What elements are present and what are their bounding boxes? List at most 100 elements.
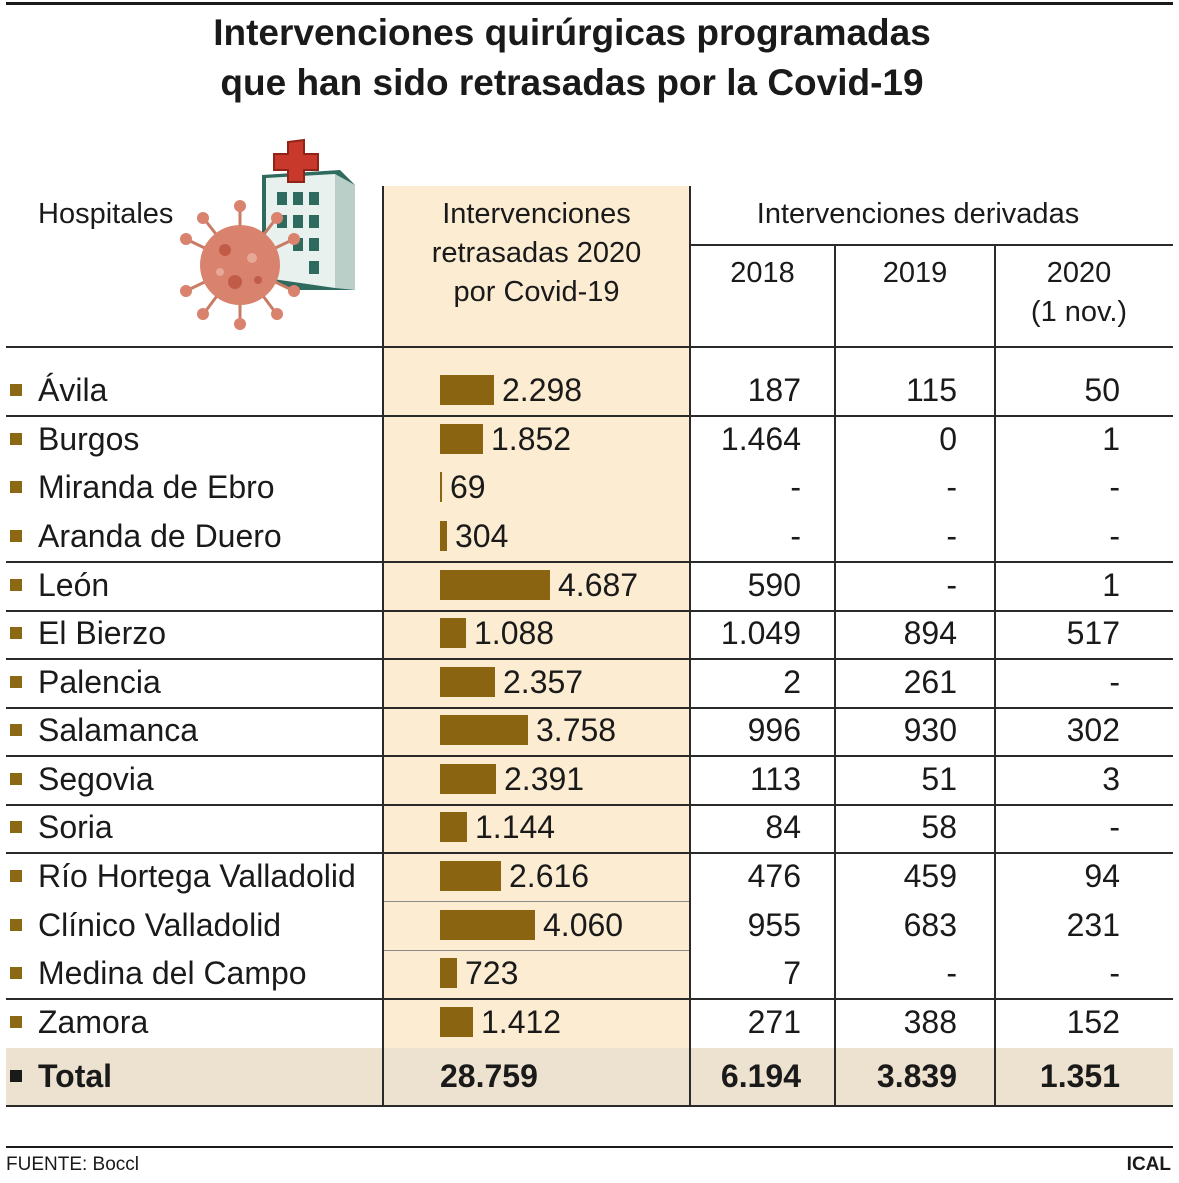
chart-title: Intervenciones quirúrgicas programadas q… bbox=[0, 8, 1144, 108]
header-hospitales: Hospitales bbox=[38, 198, 174, 230]
value-2020: - bbox=[1109, 469, 1120, 505]
square-bullet-icon bbox=[10, 579, 22, 591]
value-2020: - bbox=[1109, 955, 1120, 991]
divider-retrasadas-column bbox=[689, 186, 691, 1106]
square-bullet-icon bbox=[10, 676, 22, 688]
source-note: FUENTE: Boccl bbox=[6, 1154, 140, 1175]
bar-mark bbox=[440, 618, 466, 648]
header-retrasadas-line-3: por Covid-19 bbox=[453, 276, 620, 308]
bar-value-label: 1.412 bbox=[481, 1004, 562, 1040]
square-bullet-icon bbox=[10, 627, 22, 639]
value-2019: 683 bbox=[903, 907, 957, 943]
value-2019: 261 bbox=[903, 664, 957, 700]
value-2020: 3 bbox=[1102, 761, 1120, 797]
table-row: Segovia 2.391 113 51 3 bbox=[0, 755, 1179, 803]
square-bullet-icon bbox=[10, 481, 22, 493]
square-bullet-icon bbox=[10, 773, 22, 785]
title-line-2: que han sido retrasadas por la Covid-19 bbox=[220, 62, 924, 103]
top-rule bbox=[6, 2, 1173, 5]
virus-hospital-icon bbox=[180, 138, 355, 330]
row-separator bbox=[6, 415, 1173, 417]
divider-2019-column bbox=[994, 245, 996, 1106]
bar-mark bbox=[440, 521, 447, 551]
bar-mark bbox=[440, 1007, 473, 1037]
value-2019: 115 bbox=[905, 372, 957, 408]
row-separator-thin bbox=[384, 950, 689, 951]
total-row: Total 28.759 6.194 3.839 1.351 bbox=[0, 1052, 1179, 1100]
header-2019: 2019 bbox=[882, 257, 948, 289]
bar-value-label: 304 bbox=[455, 518, 509, 554]
value-2020: - bbox=[1109, 664, 1120, 700]
divider-hospital-column bbox=[382, 186, 384, 1106]
total-row-band bbox=[6, 1048, 1173, 1105]
bar-mark bbox=[440, 472, 442, 502]
bar-mark bbox=[440, 764, 496, 794]
bar-mark bbox=[440, 715, 528, 745]
title-line-1: Intervenciones quirúrgicas programadas bbox=[213, 12, 931, 53]
value-2020: 1 bbox=[1102, 421, 1120, 457]
bar-value-label: 1.088 bbox=[474, 615, 555, 651]
total-2019: 3.839 bbox=[876, 1058, 957, 1094]
header-bottom-rule bbox=[6, 346, 1173, 348]
bar-value-label: 2.391 bbox=[504, 761, 585, 797]
value-2019: 388 bbox=[903, 1004, 957, 1040]
row-separator bbox=[6, 804, 1173, 806]
row-separator bbox=[6, 610, 1173, 612]
bar-mark bbox=[440, 910, 535, 940]
table-bottom-rule bbox=[6, 1105, 1173, 1107]
bar-value-label: 1.852 bbox=[491, 421, 572, 457]
header-2020-line-2: (1 nov.) bbox=[1030, 296, 1128, 328]
header-2020-line-1: 2020 bbox=[1046, 257, 1112, 289]
table-row: El Bierzo 1.088 1.049 894 517 bbox=[0, 609, 1179, 657]
value-2020: 94 bbox=[1084, 858, 1120, 894]
value-2019: 894 bbox=[903, 615, 957, 651]
table-row: León 4.687 590 - 1 bbox=[0, 561, 1179, 609]
value-2018: 996 bbox=[747, 712, 801, 748]
hospital-name: Burgos bbox=[38, 421, 140, 457]
total-2018: 6.194 bbox=[720, 1058, 801, 1094]
value-2020: - bbox=[1109, 809, 1120, 845]
hospital-name: Salamanca bbox=[38, 712, 199, 748]
value-2019: 0 bbox=[939, 421, 957, 457]
red-cross-icon bbox=[273, 138, 319, 183]
table-row: Medina del Campo 723 7 - - bbox=[0, 949, 1179, 997]
bar-mark bbox=[440, 375, 494, 405]
value-2018: - bbox=[790, 518, 801, 554]
total-retrasadas: 28.759 bbox=[440, 1058, 538, 1094]
value-2018: 7 bbox=[783, 955, 801, 991]
table-row: Aranda de Duero 304 - - - bbox=[0, 512, 1179, 560]
row-separator bbox=[6, 755, 1173, 757]
value-2020: - bbox=[1109, 518, 1120, 554]
bar-mark bbox=[440, 424, 483, 454]
hospital-name: Soria bbox=[38, 809, 113, 845]
header-retrasadas-line-1: Intervenciones bbox=[442, 198, 631, 230]
hospital-name: León bbox=[38, 567, 110, 603]
value-2019: 459 bbox=[903, 858, 957, 894]
table-row: Río Hortega Valladolid 2.616 476 459 94 bbox=[0, 852, 1179, 900]
header-derivadas: Intervenciones derivadas bbox=[756, 198, 1080, 230]
bar-value-label: 2.357 bbox=[503, 664, 584, 700]
table-row: Salamanca 3.758 996 930 302 bbox=[0, 706, 1179, 754]
table-row: Zamora 1.412 271 388 152 bbox=[0, 998, 1179, 1046]
value-2019: 930 bbox=[903, 712, 957, 748]
value-2018: 1.049 bbox=[720, 615, 801, 651]
value-2020: 517 bbox=[1066, 615, 1120, 651]
value-2020: 152 bbox=[1066, 1004, 1120, 1040]
square-bullet-icon bbox=[10, 1016, 22, 1028]
table-row: Clínico Valladolid 4.060 955 683 231 bbox=[0, 901, 1179, 949]
table-row: Soria 1.144 84 58 - bbox=[0, 803, 1179, 851]
value-2019: - bbox=[946, 518, 957, 554]
bar-value-label: 2.616 bbox=[509, 858, 590, 894]
hospital-name: Río Hortega Valladolid bbox=[38, 858, 356, 894]
footer-rule bbox=[6, 1146, 1173, 1148]
value-2020: 231 bbox=[1066, 907, 1120, 943]
square-bullet-icon bbox=[10, 1070, 22, 1082]
value-2019: - bbox=[946, 567, 957, 603]
table-row: Burgos 1.852 1.464 0 1 bbox=[0, 415, 1179, 463]
bar-mark bbox=[440, 812, 467, 842]
table-row: Palencia 2.357 2 261 - bbox=[0, 658, 1179, 706]
table-row: Miranda de Ebro 69 - - - bbox=[0, 463, 1179, 511]
table-row: Ávila 2.298 187 115 50 bbox=[0, 366, 1179, 414]
square-bullet-icon bbox=[10, 384, 22, 396]
value-2020: 302 bbox=[1066, 712, 1120, 748]
